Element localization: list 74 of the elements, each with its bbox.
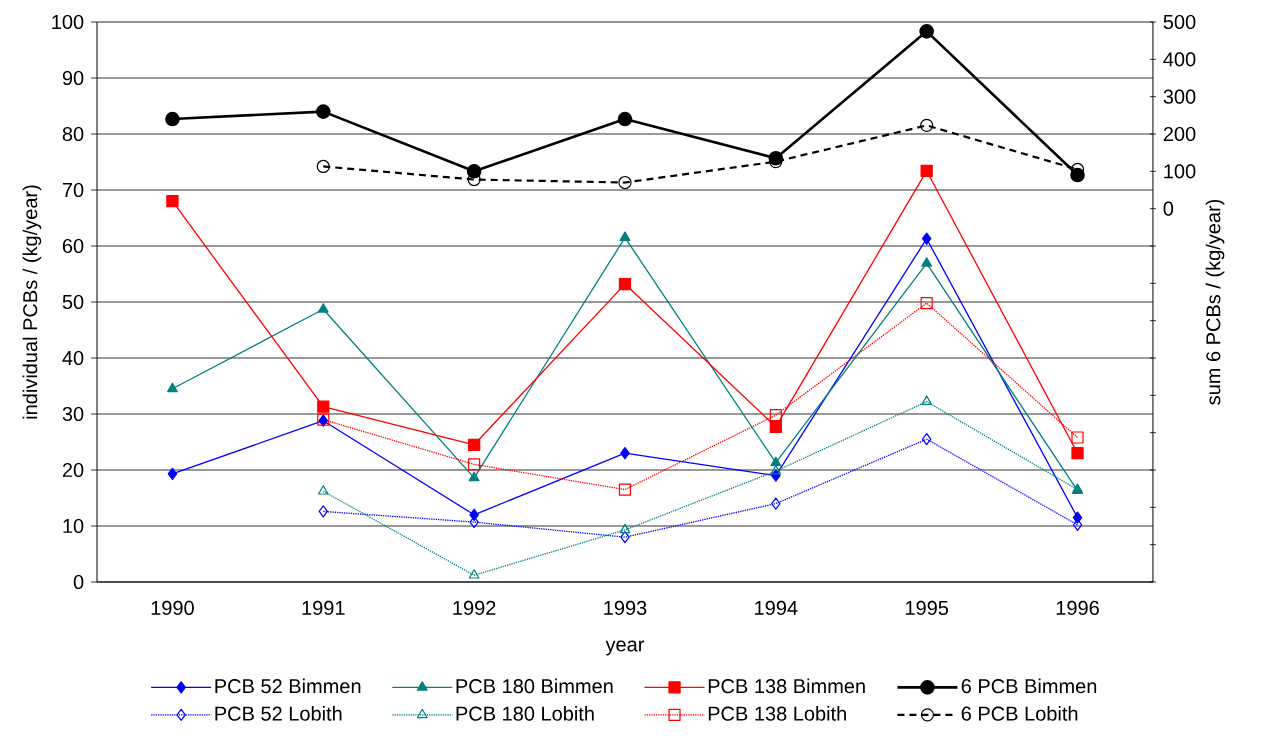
point [921,232,932,245]
y2-tick-label: 0 [1163,201,1174,216]
point [316,159,330,174]
point [770,465,782,475]
point [318,505,328,518]
y-tick-label: 60 [62,238,84,254]
y-tick-label: 90 [62,70,84,86]
point [919,24,934,39]
x-tick-label: 1993 [604,600,647,616]
x-tick-label: 1996 [1056,600,1099,616]
point [620,447,630,460]
point [317,485,329,495]
point [619,523,631,534]
point [618,483,632,496]
point [620,531,630,544]
y-tick-label: 0 [73,574,84,590]
point [468,458,481,471]
point [617,111,633,127]
point [920,164,933,178]
point [618,277,632,291]
x-tick-label: 1991 [302,600,345,616]
y-tick-label: 50 [62,294,84,310]
point [921,257,933,267]
y-tick-label: 70 [62,182,84,198]
y-tick-label: 40 [62,350,84,366]
point [769,420,782,434]
y2-tick-label: 100 [1164,164,1196,179]
legend-label: PCB 180 Lobith [456,706,594,721]
y2-tick-label: 200 [1163,126,1196,142]
x-axis-title: year [605,640,645,656]
point [165,111,180,127]
legend-label: 6 PCB Bimmen [961,678,1097,694]
y-axis-title: individual PCBs / (kg/year) [22,185,42,419]
y-tick-label: 100 [52,14,84,30]
point [618,175,632,190]
x-tick-label: 1992 [453,600,496,616]
y-tick-label: 30 [62,406,84,422]
x-tick-label: 1990 [151,600,194,616]
x-tick-label: 1994 [755,600,798,616]
point [317,303,329,313]
point [771,497,781,510]
y2-axis-title: sum 6 PCBs / (kg/year) [1205,199,1225,405]
point [1071,447,1084,460]
point [619,231,631,241]
point [468,569,480,579]
point [1071,431,1084,444]
point [920,297,933,310]
point [466,164,482,179]
y-tick-label: 10 [63,518,84,534]
y-tick-label: 80 [62,126,84,142]
legend-label: 6 PCB Lobith [961,706,1078,721]
point [921,433,932,446]
point [921,395,933,406]
point [166,195,179,208]
point [167,382,178,393]
point [770,456,782,467]
legend-label: PCB 180 Bimmen [456,678,613,694]
y2-tick-label: 400 [1163,52,1196,67]
point [1072,511,1083,524]
legend-label: PCB 52 Bimmen [215,678,361,694]
y2-tick-label: 500 [1163,14,1196,30]
point [317,400,330,413]
point [467,438,481,451]
point [167,467,178,481]
legend-label: PCB 138 Bimmen [708,678,865,694]
point [769,409,782,422]
y2-tick-label: 300 [1163,89,1196,104]
y-tick-label: 20 [62,462,84,478]
legend-label: PCB 138 Lobith [708,706,846,721]
point [920,118,934,133]
legend-label: PCB 52 Lobith [215,706,342,721]
point [315,104,331,119]
point [468,471,480,482]
x-tick-label: 1995 [905,600,949,616]
